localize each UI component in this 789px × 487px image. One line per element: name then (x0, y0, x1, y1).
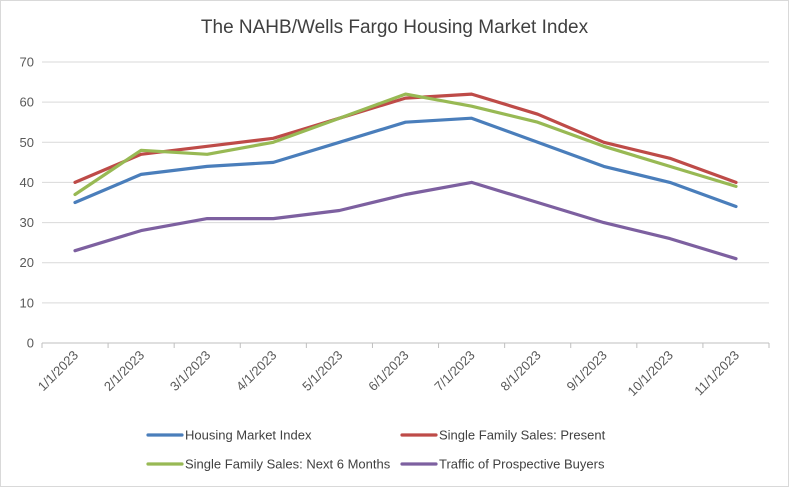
gridlines (42, 61, 769, 344)
x-tick-label: 10/1/2023 (624, 348, 676, 400)
y-tick-label: 0 (27, 336, 34, 351)
x-tick-label: 11/1/2023 (691, 348, 742, 399)
x-tick-label: 3/1/2023 (167, 348, 213, 394)
x-tick-label: 5/1/2023 (299, 348, 345, 394)
chart-title: The NAHB/Wells Fargo Housing Market Inde… (200, 17, 589, 38)
y-tick-label: 10 (20, 295, 34, 310)
x-tick-label: 8/1/2023 (497, 348, 543, 394)
series-line-4 (73, 180, 738, 261)
x-tick-label: 4/1/2023 (233, 348, 279, 394)
y-tick-label: 20 (20, 255, 34, 270)
y-tick-label: 70 (20, 55, 34, 70)
legend: Housing Market Index Single Family Sales:… (146, 428, 606, 472)
y-tick-label: 40 (20, 175, 34, 190)
x-tick-label: 6/1/2023 (365, 348, 411, 394)
y-axis-tick-labels: 0 10 20 30 40 50 60 70 (20, 55, 34, 351)
x-axis-tick-labels: 1/1/2023 2/1/2023 3/1/2023 4/1/2023 5/1/2023… (35, 343, 770, 400)
y-tick-label: 50 (20, 135, 34, 150)
x-tick-label: 7/1/2023 (431, 348, 477, 394)
series-line-1 (73, 116, 738, 209)
y-tick-label: 60 (20, 95, 34, 110)
x-tick-label: 1/1/2023 (35, 348, 81, 394)
y-tick-label: 30 (20, 215, 34, 230)
x-tick-label: 9/1/2023 (564, 348, 610, 394)
series-line-3 (73, 92, 738, 197)
series-line-2 (73, 92, 738, 184)
legend-label: Single Family Sales: Present (439, 428, 606, 443)
legend-label: Housing Market Index (185, 428, 312, 443)
series-lines (73, 92, 738, 261)
legend-label: Traffic of Prospective Buyers (439, 457, 605, 472)
legend-label: Single Family Sales: Next 6 Months (185, 457, 391, 472)
x-tick-label: 2/1/2023 (101, 348, 147, 394)
